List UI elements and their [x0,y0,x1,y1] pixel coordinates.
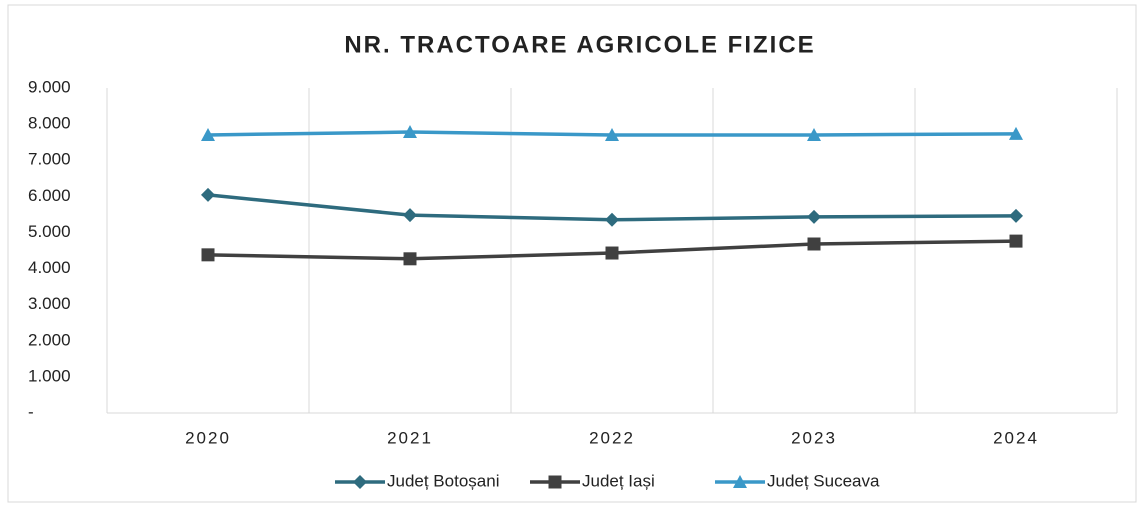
x-tick-label: 2022 [589,428,635,447]
y-tick-label: - [28,402,34,421]
y-tick-label: 7.000 [28,150,71,169]
marker [548,475,562,489]
marker [201,187,215,202]
legend-label: Județ Botoșani [387,471,499,490]
marker [403,125,417,139]
marker [605,212,619,227]
marker [201,127,215,141]
x-tick-label: 2020 [185,428,231,447]
marker [403,208,417,223]
marker [1009,234,1023,248]
marker [201,248,215,262]
y-tick-label: 3.000 [28,294,71,313]
y-tick-label: 2.000 [28,330,71,349]
marker [403,252,417,266]
x-tick-label: 2023 [791,428,837,447]
chart-title: NR. TRACTOARE AGRICOLE FIZICE [344,31,815,58]
marker [353,475,367,489]
y-tick-label: 8.000 [28,114,71,133]
legend-label: Județ Suceava [767,471,880,490]
y-tick-label: 5.000 [28,222,71,241]
y-tick-label: 4.000 [28,258,71,277]
marker [807,237,821,251]
marker [807,127,821,141]
legend-label: Județ Iași [582,471,655,490]
marker [605,127,619,141]
marker [605,246,619,260]
x-tick-label: 2021 [387,428,433,447]
x-tick-label: 2024 [993,428,1039,447]
marker [807,209,821,224]
y-tick-label: 6.000 [28,186,71,205]
marker [733,475,747,488]
y-tick-label: 1.000 [28,366,71,385]
marker [1009,126,1023,140]
y-tick-label: 9.000 [28,77,71,96]
marker [1009,208,1023,223]
